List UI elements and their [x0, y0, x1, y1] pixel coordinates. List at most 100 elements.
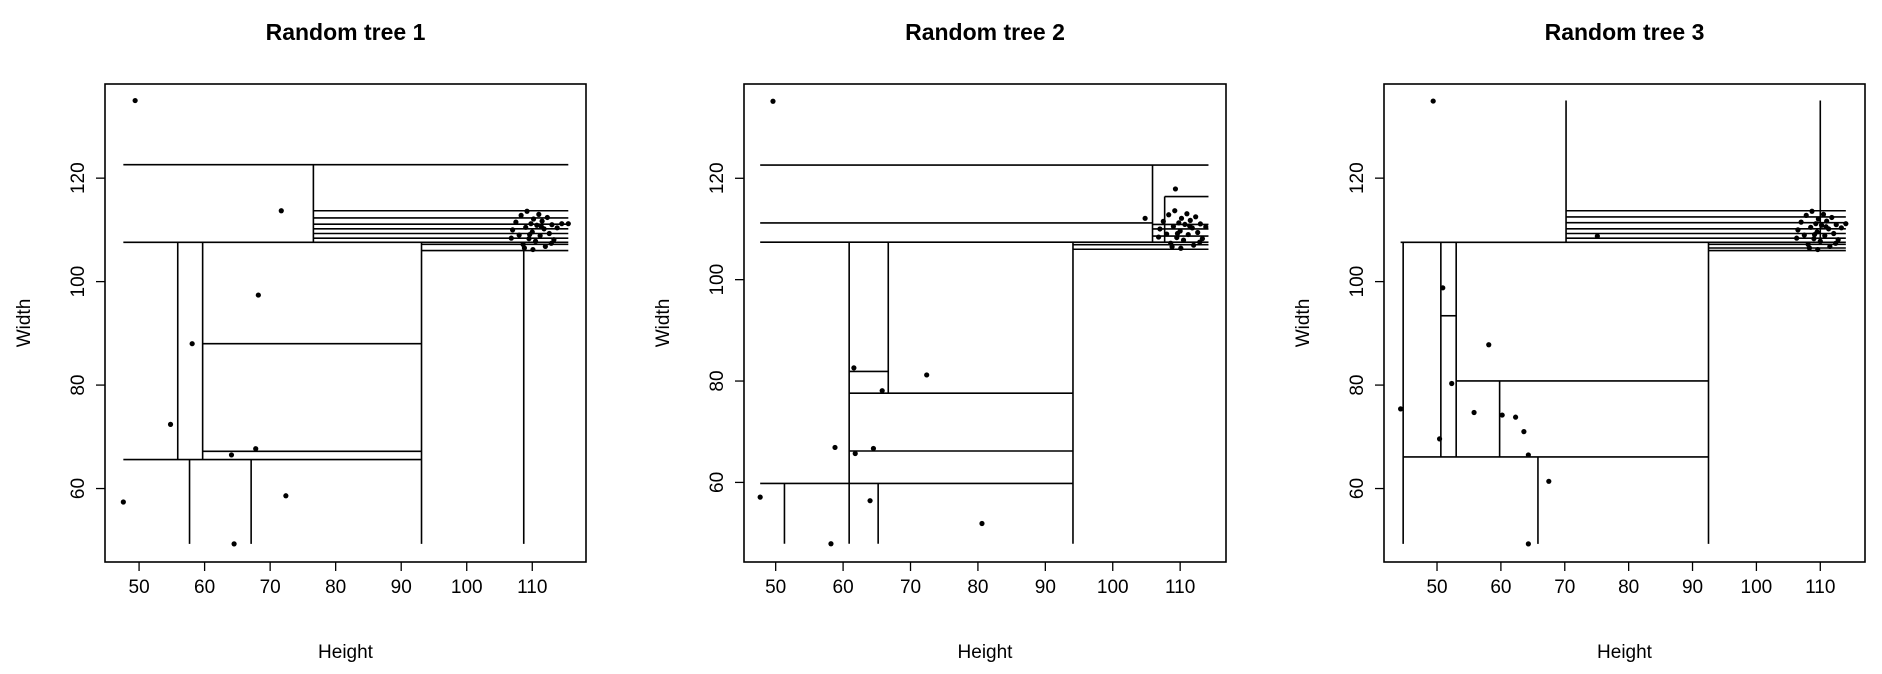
point — [542, 243, 548, 250]
point — [1823, 224, 1829, 230]
point — [1174, 230, 1181, 237]
point — [1155, 234, 1162, 240]
x-tick-label: 90 — [391, 577, 412, 598]
point — [539, 218, 545, 224]
point — [1525, 452, 1531, 458]
point — [532, 238, 539, 244]
chart-title: Random tree 2 — [905, 19, 1065, 45]
point — [559, 221, 565, 227]
point — [537, 232, 543, 239]
point — [253, 446, 259, 452]
point — [1160, 218, 1166, 224]
point — [1172, 208, 1178, 214]
point — [565, 221, 571, 227]
point — [867, 498, 873, 504]
panel: Random tree 3 Height Width 50 60 70 80 90 100 110… — [1293, 19, 1866, 663]
point — [1172, 186, 1179, 192]
x-tick-label: 50 — [129, 577, 150, 598]
x-tick-label: 100 — [1097, 577, 1129, 598]
point — [1195, 229, 1201, 236]
point — [1795, 227, 1801, 233]
point — [530, 216, 537, 222]
point — [1525, 541, 1531, 547]
point — [828, 541, 834, 547]
point — [1815, 246, 1821, 253]
y-axis-label: Width — [14, 299, 35, 348]
point — [870, 445, 877, 452]
point — [1824, 218, 1830, 224]
x-tick-label: 50 — [1426, 577, 1447, 598]
x-tick-label: 90 — [1682, 577, 1703, 598]
x-tick-label: 100 — [1741, 577, 1773, 598]
point — [1803, 212, 1809, 218]
point — [1499, 412, 1505, 418]
point — [852, 450, 858, 457]
point — [1182, 221, 1188, 228]
x-tick-label: 80 — [1618, 577, 1639, 598]
y-tick-label: 100 — [707, 264, 728, 296]
point — [1471, 409, 1477, 416]
point — [1186, 223, 1193, 229]
panel: Random tree 2 Height Width 50 60 70 80 90 100 110… — [653, 19, 1227, 663]
point — [1806, 245, 1813, 251]
point — [1178, 215, 1185, 221]
x-tick-label: 70 — [900, 577, 921, 598]
y-tick-label: 60 — [707, 472, 728, 493]
point — [189, 341, 195, 347]
point — [546, 230, 552, 237]
x-tick-label: 90 — [1035, 577, 1056, 598]
x-tick-label: 110 — [517, 577, 547, 598]
x-tick-label: 100 — [451, 577, 483, 598]
panel: Random tree 1 Height Width 50 60 70 80 90 100 110… — [14, 19, 587, 663]
y-tick-label: 60 — [1347, 478, 1368, 499]
point — [536, 211, 542, 217]
plot-frame — [104, 83, 587, 563]
point — [528, 221, 534, 227]
point — [1203, 224, 1209, 230]
point — [255, 292, 261, 298]
point — [1809, 208, 1815, 214]
x-tick-label: 60 — [194, 577, 215, 598]
point — [513, 219, 519, 225]
x-tick-label: 60 — [1490, 577, 1511, 598]
point — [1436, 436, 1443, 442]
point — [1486, 342, 1492, 348]
point — [1185, 231, 1191, 238]
point — [757, 494, 763, 500]
y-axis-label: Width — [653, 299, 674, 348]
point — [1811, 231, 1818, 238]
point — [1794, 235, 1800, 241]
point — [167, 421, 174, 427]
y-tick-label: 80 — [1347, 375, 1368, 396]
point — [1822, 232, 1828, 239]
point — [1838, 225, 1844, 231]
point — [530, 246, 536, 253]
point — [1546, 478, 1552, 484]
point — [1142, 215, 1148, 221]
x-tick-label: 70 — [260, 577, 281, 598]
point — [1827, 243, 1833, 250]
point — [1197, 221, 1203, 227]
point — [1191, 242, 1197, 248]
x-tick-label: 110 — [1805, 577, 1835, 598]
point — [1430, 98, 1436, 104]
point — [1176, 220, 1182, 226]
point — [1818, 222, 1825, 228]
x-tick-label: 80 — [325, 577, 346, 598]
point — [924, 372, 930, 378]
point — [1801, 232, 1807, 238]
y-tick-label: 120 — [68, 162, 89, 194]
point — [521, 245, 528, 251]
y-tick-label: 100 — [68, 266, 89, 298]
point — [1174, 234, 1180, 241]
point — [1829, 214, 1835, 221]
point — [120, 499, 126, 505]
point — [549, 222, 555, 228]
point — [1798, 219, 1804, 225]
point — [1169, 244, 1175, 250]
x-axis-label: Height — [1597, 642, 1653, 663]
x-tick-label: 50 — [765, 577, 786, 598]
y-axis-label: Width — [1293, 299, 1314, 348]
